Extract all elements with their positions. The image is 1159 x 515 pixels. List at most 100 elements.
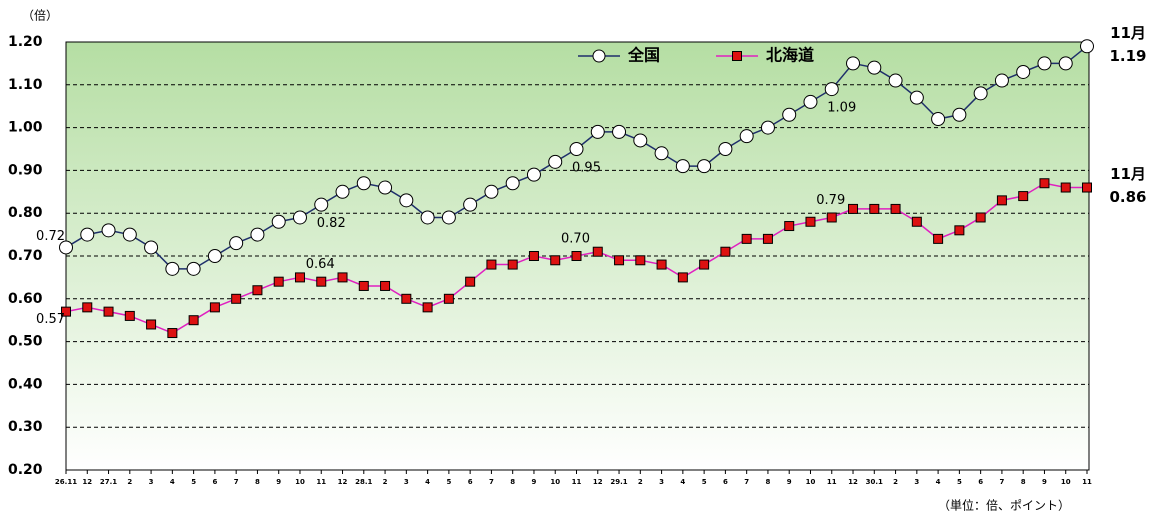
x-tick-label: 4 xyxy=(680,478,685,486)
marker xyxy=(592,246,603,257)
x-tick-label: 8 xyxy=(255,478,260,486)
marker xyxy=(656,259,667,270)
marker xyxy=(612,124,627,139)
marker xyxy=(505,176,520,191)
data-label: 0.95 xyxy=(572,161,601,176)
marker xyxy=(954,225,965,236)
x-tick-label: 7 xyxy=(744,478,749,486)
marker xyxy=(760,120,775,135)
marker xyxy=(824,82,839,97)
marker xyxy=(252,285,263,296)
data-label: 1.09 xyxy=(827,101,856,116)
y-tick-label: 1.10 xyxy=(8,77,43,93)
marker xyxy=(1018,191,1029,202)
marker xyxy=(784,221,795,232)
x-tick-label: 8 xyxy=(766,478,771,486)
data-label: 0.79 xyxy=(816,193,845,208)
marker xyxy=(569,142,584,156)
x-tick-label: 28.1 xyxy=(355,478,372,486)
x-tick-label: 3 xyxy=(914,478,919,486)
marker xyxy=(186,261,201,276)
marker xyxy=(101,223,116,238)
marker xyxy=(507,259,518,270)
marker xyxy=(292,210,307,225)
footnote: （単位：倍、ポイント） xyxy=(938,498,1070,513)
marker xyxy=(314,197,329,212)
legend-label: 全国 xyxy=(627,46,660,65)
marker xyxy=(975,212,986,223)
marker xyxy=(654,146,669,161)
marker xyxy=(548,154,563,169)
data-label: 0.70 xyxy=(561,232,590,247)
x-tick-label: 12 xyxy=(338,478,348,486)
data-label: 0.86 xyxy=(1109,188,1146,206)
marker xyxy=(782,107,797,122)
marker xyxy=(61,306,71,317)
y-tick-label: 0.80 xyxy=(8,205,43,221)
marker xyxy=(550,255,561,266)
marker xyxy=(337,272,348,283)
x-tick-label: 2 xyxy=(638,478,643,486)
marker xyxy=(846,56,861,71)
marker xyxy=(803,94,818,109)
marker xyxy=(973,86,988,101)
marker xyxy=(378,180,393,195)
x-tick-label: 10 xyxy=(295,478,305,486)
x-tick-label: 6 xyxy=(723,478,728,486)
marker xyxy=(1058,56,1073,71)
marker xyxy=(80,227,95,242)
x-tick-label: 12 xyxy=(82,478,92,486)
marker xyxy=(635,255,646,266)
y-tick-label: 0.90 xyxy=(8,162,43,178)
marker xyxy=(316,276,327,287)
marker xyxy=(741,233,752,244)
marker xyxy=(420,210,435,225)
marker xyxy=(994,73,1009,88)
marker xyxy=(484,184,499,199)
x-tick-label: 6 xyxy=(978,478,983,486)
marker xyxy=(82,302,93,313)
x-tick-label: 5 xyxy=(702,478,707,486)
x-tick-label: 5 xyxy=(446,478,451,486)
marker xyxy=(122,227,137,242)
marker xyxy=(848,203,859,214)
marker xyxy=(1080,39,1094,54)
marker xyxy=(996,195,1007,206)
y-tick-label: 0.30 xyxy=(8,419,43,435)
marker xyxy=(888,73,903,88)
marker xyxy=(465,276,476,287)
x-tick-label: 3 xyxy=(659,478,664,486)
x-tick-label: 11 xyxy=(1082,478,1092,486)
marker xyxy=(188,315,199,326)
x-tick-label: 30.1 xyxy=(866,478,883,486)
marker xyxy=(952,107,967,122)
marker xyxy=(933,233,944,244)
marker xyxy=(675,159,690,174)
x-tick-label: 2 xyxy=(893,478,898,486)
x-tick-label: 11 xyxy=(316,478,326,486)
marker xyxy=(571,251,582,261)
marker xyxy=(103,306,114,317)
marker xyxy=(931,112,946,127)
marker xyxy=(590,124,605,139)
marker xyxy=(1037,56,1052,71)
x-tick-label: 26.11 xyxy=(55,478,77,486)
marker xyxy=(762,233,773,244)
x-tick-label: 5 xyxy=(957,478,962,486)
marker xyxy=(677,272,688,283)
x-tick-label: 9 xyxy=(532,478,537,486)
marker xyxy=(486,259,497,270)
marker xyxy=(207,249,222,263)
marker xyxy=(1039,178,1050,189)
marker xyxy=(294,272,305,283)
marker xyxy=(229,236,244,251)
y-tick-label: 0.20 xyxy=(8,462,43,478)
x-tick-label: 3 xyxy=(149,478,154,486)
x-tick-label: 11 xyxy=(572,478,582,486)
marker xyxy=(443,293,454,304)
marker xyxy=(1060,182,1071,193)
y-tick-label: 1.20 xyxy=(8,34,43,50)
x-tick-label: 5 xyxy=(191,478,196,486)
marker xyxy=(271,214,286,229)
y-tick-label: 0.60 xyxy=(8,291,43,307)
